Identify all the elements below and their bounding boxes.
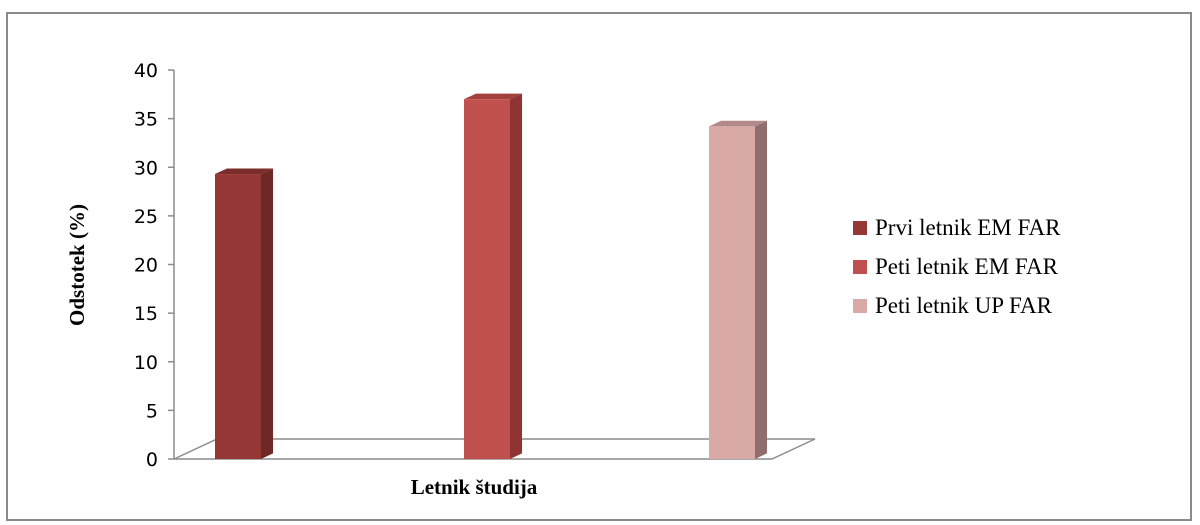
legend-item: Peti letnik UP FAR — [853, 293, 1053, 318]
bar-front — [464, 99, 510, 460]
x-axis-title: Letnik študija — [411, 475, 538, 499]
bar-top — [464, 93, 523, 100]
y-tick-label: 15 — [134, 303, 158, 325]
y-tick-label: 40 — [134, 60, 158, 82]
legend-label: Peti letnik EM FAR — [875, 254, 1059, 279]
bar-peti-letnik-up-far — [709, 120, 768, 460]
legend-swatch — [853, 260, 867, 274]
bar-prvi-letnik-em-far — [215, 168, 274, 459]
bar-side — [261, 168, 274, 459]
y-axis: 0 5 10 15 20 25 30 35 40 — [134, 60, 175, 471]
legend-swatch — [853, 221, 867, 235]
y-tick-label: 10 — [134, 352, 158, 374]
bar-front — [215, 174, 261, 459]
bars — [215, 93, 768, 460]
legend: Prvi letnik EM FAR Peti letnik EM FAR Peti… — [853, 215, 1061, 318]
bar-top — [215, 168, 274, 175]
legend-swatch — [853, 299, 867, 313]
bar-top — [709, 120, 768, 127]
y-tick-label: 35 — [134, 109, 158, 131]
y-tick-label: 0 — [146, 449, 158, 471]
y-axis-title: Odstotek (%) — [65, 204, 89, 326]
y-tick-label: 5 — [146, 400, 158, 422]
y-tick-label: 25 — [134, 206, 158, 228]
legend-item: Prvi letnik EM FAR — [853, 215, 1061, 240]
bar-side — [510, 93, 523, 459]
legend-label: Peti letnik UP FAR — [875, 293, 1053, 318]
chart-frame — [6, 12, 1192, 521]
legend-item: Peti letnik EM FAR — [853, 254, 1059, 279]
bar-side — [755, 120, 768, 460]
y-tick-label: 30 — [134, 157, 158, 179]
legend-label: Prvi letnik EM FAR — [875, 215, 1061, 240]
bar-front — [709, 126, 755, 459]
bar-peti-letnik-em-far — [464, 93, 523, 460]
y-tick-label: 20 — [134, 255, 158, 277]
